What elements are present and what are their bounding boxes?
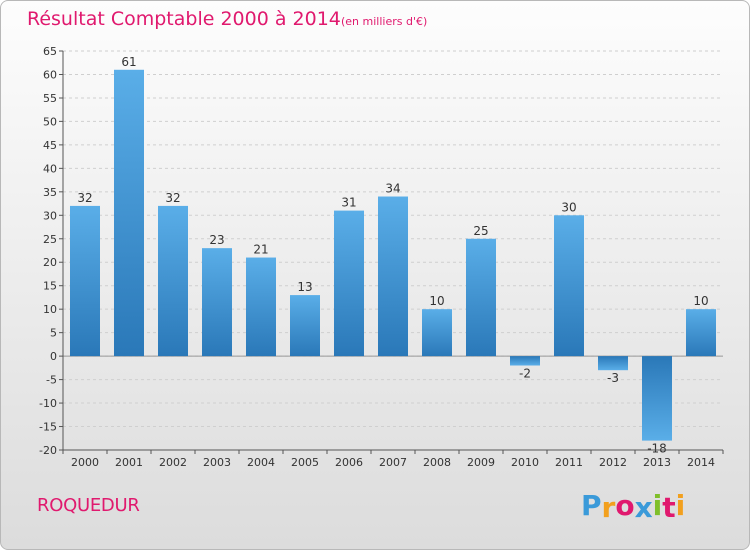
bar-2003 bbox=[202, 248, 232, 357]
bar-2001 bbox=[114, 69, 144, 357]
bar-2005 bbox=[290, 295, 320, 357]
data-label-2001: 61 bbox=[121, 55, 136, 69]
y-tick-label: 35 bbox=[43, 186, 57, 199]
chart-unit: (en milliers d'€) bbox=[341, 15, 427, 28]
bar-2004 bbox=[246, 257, 276, 357]
y-tick-label: 65 bbox=[43, 45, 57, 58]
bar-2010 bbox=[510, 356, 540, 366]
logo-letter: o bbox=[615, 489, 635, 522]
data-label-2012: -3 bbox=[607, 371, 619, 385]
axes: -20 -15 -10 -5 0 5 10 15 20 25 30 35 40 45 50 55 60 65 200… bbox=[39, 45, 724, 469]
x-tick-label: 2009 bbox=[467, 456, 495, 469]
bar-2000 bbox=[70, 205, 100, 357]
y-tick-label: -5 bbox=[46, 374, 57, 387]
x-tick-label: 2000 bbox=[71, 456, 99, 469]
bar-2008 bbox=[422, 309, 452, 357]
x-tick-label: 2012 bbox=[599, 456, 627, 469]
bar-2011 bbox=[554, 215, 584, 357]
y-tick-label: -15 bbox=[39, 421, 57, 434]
bar-2006 bbox=[334, 210, 364, 357]
bar-2002 bbox=[158, 205, 188, 357]
bar-2007 bbox=[378, 196, 408, 357]
data-label-2003: 23 bbox=[209, 233, 224, 247]
y-tick-label: -10 bbox=[39, 397, 57, 410]
y-tick-label: 45 bbox=[43, 139, 57, 152]
y-tick-label: 25 bbox=[43, 233, 57, 246]
y-tick-label: 15 bbox=[43, 280, 57, 293]
data-label-2014: 10 bbox=[693, 294, 708, 308]
data-label-2005: 13 bbox=[297, 280, 312, 294]
y-tick-label: 20 bbox=[43, 256, 57, 269]
y-tick-label: 5 bbox=[50, 327, 57, 340]
commune-name: ROQUEDUR bbox=[37, 495, 140, 516]
data-label-2007: 34 bbox=[385, 182, 400, 196]
data-label-2010: -2 bbox=[519, 367, 531, 381]
x-tick-label: 2008 bbox=[423, 456, 451, 469]
x-tick-label: 2014 bbox=[687, 456, 715, 469]
logo-letter: t bbox=[662, 491, 676, 524]
y-tick-label: 55 bbox=[43, 92, 57, 105]
y-tick-label: 50 bbox=[43, 115, 57, 128]
logo-letter: P bbox=[581, 489, 602, 522]
bars: 32 61 32 23 21 13 31 34 10 25 -2 30 -3 -18 10 bbox=[70, 55, 716, 456]
logo-letter: x bbox=[634, 491, 653, 524]
x-tick-label: 2001 bbox=[115, 456, 143, 469]
x-tick-label: 2011 bbox=[555, 456, 583, 469]
logo-letter: r bbox=[601, 491, 616, 524]
y-tick-label: 0 bbox=[50, 350, 57, 363]
x-tick-label: 2006 bbox=[335, 456, 363, 469]
data-label-2002: 32 bbox=[165, 191, 180, 205]
data-label-2004: 21 bbox=[253, 243, 268, 257]
bar-2014 bbox=[686, 309, 716, 357]
chart-title: Résultat Comptable 2000 à 2014 bbox=[27, 8, 341, 30]
y-tick-label: -20 bbox=[39, 444, 57, 457]
logo-letter: i bbox=[675, 489, 686, 522]
x-tick-label: 2010 bbox=[511, 456, 539, 469]
data-label-2011: 30 bbox=[561, 200, 576, 214]
x-tick-label: 2007 bbox=[379, 456, 407, 469]
bar-2009 bbox=[466, 238, 496, 357]
proxiti-logo[interactable]: Proxiti bbox=[581, 489, 686, 524]
data-label-2013: -18 bbox=[647, 442, 667, 456]
data-label-2006: 31 bbox=[341, 196, 356, 210]
bar-2012 bbox=[598, 356, 628, 371]
x-tick-label: 2013 bbox=[643, 456, 671, 469]
logo-letter: i bbox=[652, 489, 663, 522]
x-tick-label: 2003 bbox=[203, 456, 231, 469]
x-tick-label: 2005 bbox=[291, 456, 319, 469]
y-tick-label: 30 bbox=[43, 209, 57, 222]
y-tick-label: 40 bbox=[43, 162, 57, 175]
y-tick-label: 10 bbox=[43, 303, 57, 316]
bar-2013 bbox=[642, 356, 672, 441]
y-tick-label: 60 bbox=[43, 68, 57, 81]
x-tick-label: 2004 bbox=[247, 456, 275, 469]
data-label-2009: 25 bbox=[473, 224, 488, 238]
x-tick-label: 2002 bbox=[159, 456, 187, 469]
data-label-2000: 32 bbox=[77, 191, 92, 205]
data-label-2008: 10 bbox=[429, 294, 444, 308]
